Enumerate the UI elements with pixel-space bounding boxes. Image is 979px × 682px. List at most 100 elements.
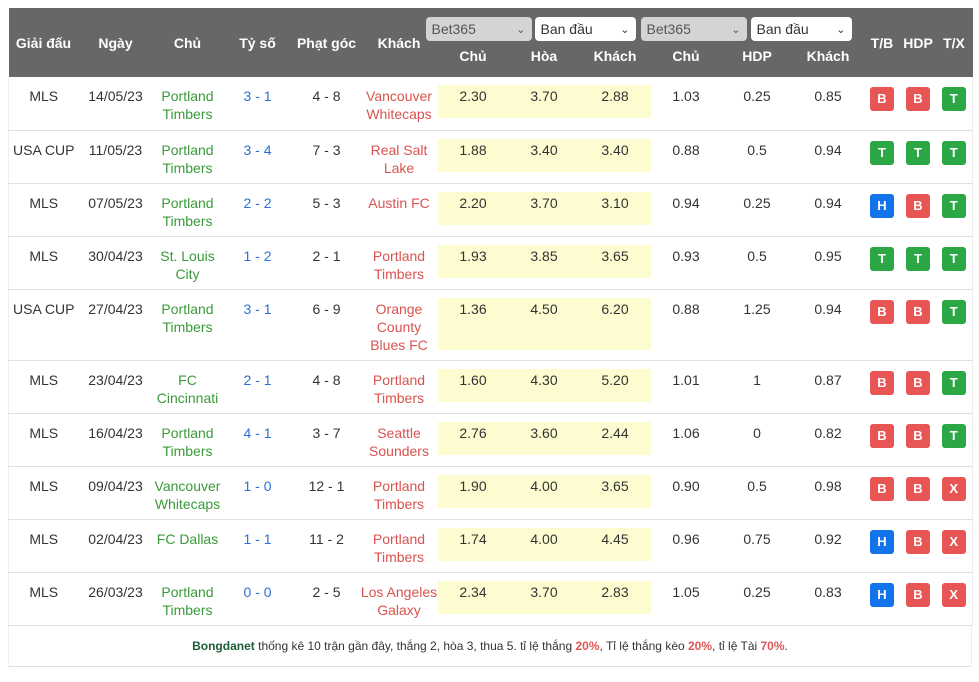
odds-home-value: 2.20 [437, 191, 509, 225]
home-team-link[interactable]: St. Louis City [152, 236, 223, 290]
hdp-away-cell: 0.94 [792, 183, 864, 237]
score-link[interactable]: 3 - 4 [222, 130, 293, 184]
odds-away-value: 5.20 [579, 368, 651, 402]
away-team-link[interactable]: Portland Timbers [360, 360, 438, 414]
date-cell: 30/04/23 [78, 236, 153, 290]
away-team-link[interactable]: Vancouver Whitecaps [360, 77, 438, 131]
tx-cell: T [935, 183, 973, 237]
score-link-text[interactable]: 0 - 0 [243, 583, 272, 600]
home-team-link-text[interactable]: Portland Timbers [161, 424, 214, 459]
tb-cell: T [863, 130, 901, 184]
home-team-link[interactable]: FC Dallas [152, 519, 223, 573]
score-link[interactable]: 3 - 1 [222, 77, 293, 131]
corners-cell: 7 - 3 [292, 130, 361, 184]
odds-away-cell: 2.83 [579, 572, 651, 626]
away-team-link[interactable]: Austin FC [360, 183, 438, 237]
hdp-result-cell: T [900, 130, 936, 184]
score-link[interactable]: 1 - 2 [222, 236, 293, 290]
league-cell-text: MLS [29, 194, 59, 211]
odds2-type-select[interactable]: Ban đầu ⌄ [750, 17, 852, 41]
away-team-link[interactable]: Los Angeles Galaxy [360, 572, 438, 626]
away-team-link[interactable]: Seattle Sounders [360, 413, 438, 467]
home-team-link-text[interactable]: FC Cincinnati [156, 371, 219, 406]
score-link-text[interactable]: 3 - 4 [243, 141, 272, 158]
date-cell-text: 11/05/23 [88, 141, 143, 158]
score-link[interactable]: 3 - 1 [222, 289, 293, 361]
score-link[interactable]: 1 - 1 [222, 519, 293, 573]
home-team-link[interactable]: Portland Timbers [152, 130, 223, 184]
score-link-text[interactable]: 3 - 1 [243, 300, 272, 317]
away-team-link-text[interactable]: Portland Timbers [372, 371, 426, 406]
hdp-away-cell-text: 0.82 [814, 424, 842, 441]
hdp-line-cell: 0.25 [721, 77, 793, 131]
home-team-link[interactable]: Portland Timbers [152, 289, 223, 361]
home-team-link[interactable]: Vancouver Whitecaps [152, 466, 223, 520]
away-team-link[interactable]: Orange County Blues FC [360, 289, 438, 361]
date-cell-text: 07/05/23 [88, 194, 143, 211]
score-link-text[interactable]: 3 - 1 [243, 88, 272, 104]
score-link[interactable]: 0 - 0 [222, 572, 293, 626]
result-badge: B [906, 476, 930, 501]
win-rate: 20% [575, 638, 600, 653]
score-link-text[interactable]: 2 - 2 [243, 194, 272, 211]
league-cell: MLS [8, 572, 79, 626]
corners-cell-text: 3 - 7 [312, 424, 341, 441]
corners-cell: 4 - 8 [292, 77, 361, 131]
away-team-link[interactable]: Portland Timbers [360, 466, 438, 520]
score-link-text[interactable]: 1 - 1 [243, 530, 272, 547]
hdp-away-cell-text: 0.94 [814, 194, 842, 211]
match-history-table: Giải đấu Ngày Chủ Tỷ số Phạt góc Khách B… [8, 8, 973, 626]
corners-cell-text: 6 - 9 [312, 300, 341, 317]
score-link-text[interactable]: 1 - 0 [243, 477, 272, 494]
away-team-link[interactable]: Portland Timbers [360, 236, 438, 290]
away-team-link[interactable]: Real Salt Lake [360, 130, 438, 184]
home-team-link-text[interactable]: FC Dallas [156, 530, 219, 547]
away-team-link-text[interactable]: Seattle Sounders [369, 424, 429, 459]
odds1-type-select[interactable]: Ban đầu ⌄ [534, 17, 636, 41]
away-team-link-text[interactable]: Portland Timbers [372, 477, 426, 512]
score-link-text[interactable]: 2 - 1 [243, 371, 272, 388]
away-team-link-text[interactable]: Orange County Blues FC [370, 300, 428, 353]
home-team-link[interactable]: Portland Timbers [152, 413, 223, 467]
result-badge: B [906, 529, 930, 554]
corners-cell: 3 - 7 [292, 413, 361, 467]
score-link[interactable]: 2 - 1 [222, 360, 293, 414]
score-link[interactable]: 4 - 1 [222, 413, 293, 467]
away-team-link-text[interactable]: Real Salt Lake [370, 141, 428, 176]
home-team-link-text[interactable]: Portland Timbers [161, 583, 214, 618]
home-team-link-text[interactable]: Portland Timbers [161, 141, 214, 176]
odds-away-cell: 2.44 [579, 413, 651, 467]
away-team-link-text[interactable]: Los Angeles Galaxy [360, 583, 438, 618]
home-team-link-text[interactable]: Portland Timbers [161, 194, 214, 229]
corners-cell: 6 - 9 [292, 289, 361, 361]
score-link-text[interactable]: 1 - 2 [243, 247, 272, 264]
home-team-link-text[interactable]: Vancouver Whitecaps [154, 477, 221, 512]
away-team-link[interactable]: Portland Timbers [360, 519, 438, 573]
home-team-link[interactable]: FC Cincinnati [152, 360, 223, 414]
hdp-line-cell: 0.25 [721, 572, 793, 626]
odds-draw-value: 3.70 [508, 191, 580, 225]
home-team-link-text[interactable]: Portland Timbers [161, 88, 214, 122]
score-link[interactable]: 2 - 2 [222, 183, 293, 237]
result-badge: T [941, 193, 966, 218]
brand-link[interactable]: Bongdanet [192, 638, 255, 653]
home-team-link[interactable]: Portland Timbers [152, 183, 223, 237]
hdp-line-cell-text: 0.5 [747, 247, 767, 264]
away-team-link-text[interactable]: Portland Timbers [372, 530, 426, 565]
hdp-line-cell: 0.5 [721, 466, 793, 520]
home-team-link-text[interactable]: St. Louis City [160, 247, 215, 282]
home-team-link[interactable]: Portland Timbers [152, 572, 223, 626]
league-cell: MLS [8, 466, 79, 520]
away-team-link-text[interactable]: Portland Timbers [372, 247, 426, 282]
tb-cell: B [863, 77, 901, 131]
odds-away-cell: 3.65 [579, 236, 651, 290]
home-team-link[interactable]: Portland Timbers [152, 77, 223, 131]
away-team-link-text[interactable]: Vancouver Whitecaps [366, 88, 432, 122]
result-badge: X [941, 476, 966, 501]
odds-home-value: 2.34 [437, 580, 509, 614]
league-cell-text: MLS [29, 247, 59, 264]
score-link[interactable]: 1 - 0 [222, 466, 293, 520]
score-link-text[interactable]: 4 - 1 [243, 424, 272, 441]
away-team-link-text[interactable]: Austin FC [368, 194, 430, 211]
home-team-link-text[interactable]: Portland Timbers [161, 300, 214, 335]
